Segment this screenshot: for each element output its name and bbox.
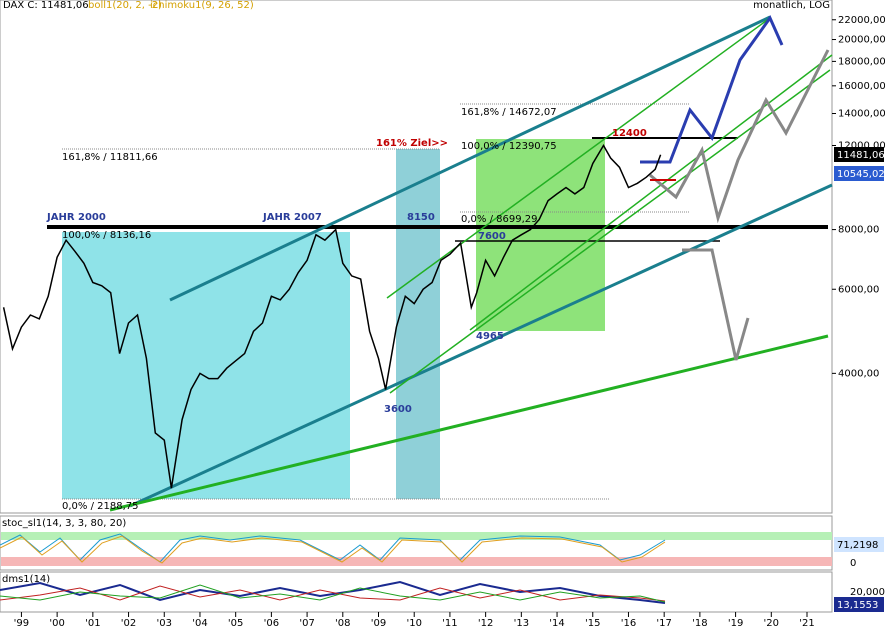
annotation: 161% Ziel>> (376, 138, 448, 149)
annotation: 161,8% / 11811,66 (62, 152, 158, 163)
x-tick-label: '13 (514, 618, 529, 629)
header-indicator: ichimoku1(9, 26, 52) (150, 0, 254, 11)
y-tick-label: 20000,00 (838, 35, 885, 46)
x-tick-label: '17 (656, 618, 671, 629)
x-tick-label: '16 (621, 618, 636, 629)
x-tick-label: '10 (406, 618, 421, 629)
projection (640, 14, 784, 164)
y-tick-label: 16000,00 (838, 81, 885, 92)
dms-line (0, 584, 666, 603)
x-tick-label: '20 (764, 618, 779, 629)
x-tick-label: '14 (549, 618, 564, 629)
y-tick-label: 6000,00 (838, 284, 879, 295)
zone (396, 149, 440, 499)
header-mode: monatlich, LOG (753, 0, 830, 11)
trend-line (389, 69, 831, 394)
x-tick-label: '12 (478, 618, 493, 629)
annotation: JAHR 2007 (262, 212, 322, 223)
y-tick-label: 4000,00 (838, 368, 879, 379)
x-tick-label: '09 (371, 618, 386, 629)
annotation: JAHR 2000 (46, 212, 106, 223)
y-tick-label: 18000,00 (838, 56, 885, 67)
price-tag (834, 166, 884, 181)
stoch-line (0, 535, 666, 564)
x-tick-label: '04 (192, 618, 207, 629)
trend-line (469, 54, 833, 331)
x-tick-label: '03 (157, 618, 172, 629)
trend-line (169, 15, 771, 302)
stoch-line (0, 533, 666, 563)
x-tick-label: '01 (85, 618, 100, 629)
x-tick-label: '11 (442, 618, 457, 629)
projection (682, 248, 750, 361)
x-tick-label: '02 (121, 618, 136, 629)
x-tick-label: '06 (264, 618, 279, 629)
annotation: 12400 (612, 128, 647, 139)
header-indicator: boll1(20, 2, -2) (88, 0, 162, 11)
x-tick-label: '21 (799, 618, 814, 629)
price-line (2, 144, 662, 489)
annotation: 4965 (476, 331, 504, 342)
stoch-value: 71,2198 (837, 540, 878, 551)
y-tick-label: 22000,00 (838, 15, 885, 26)
trend-line (109, 334, 829, 512)
annotation: 3600 (384, 404, 412, 415)
annotation: 0,0% / 8699,29 (461, 214, 537, 225)
annotation: 100,0% / 8136,16 (62, 230, 151, 241)
annotation: 8150 (407, 212, 435, 223)
dms-line (0, 580, 666, 604)
panel-label: stoc_sl1(14, 3, 3, 80, 20) (2, 518, 126, 529)
trend-line (129, 183, 833, 508)
y-tick-label: 14000,00 (838, 109, 885, 120)
zone (62, 232, 350, 499)
price-tag (834, 597, 884, 612)
x-tick-label: '08 (335, 618, 350, 629)
x-tick-label: '07 (299, 618, 314, 629)
overbought-zone (1, 532, 832, 540)
dms-scale: 20,000 (850, 587, 885, 598)
x-tick-label: '99 (14, 618, 29, 629)
y-tick-label: 8000,00 (838, 225, 879, 236)
dms-panel (0, 571, 833, 613)
annotation: 0,0% / 2188,75 (62, 501, 138, 512)
projection (649, 49, 830, 224)
annotation: 161,8% / 14672,07 (461, 107, 557, 118)
x-tick-label: '18 (692, 618, 707, 629)
band-price: 10545,02 (837, 169, 885, 180)
dms-value: 13,1553 (837, 600, 878, 611)
annotation: 100,0% / 12390,75 (461, 141, 557, 152)
price-tag (834, 537, 884, 552)
header-symbol: DAX C: 11481,06 (3, 0, 89, 11)
last-price: 11481,06 (837, 150, 885, 161)
annotation: 7600 (478, 231, 506, 242)
x-tick-label: '00 (49, 618, 64, 629)
y-tick-label: 12000,00 (838, 140, 885, 151)
x-tick-label: '19 (728, 618, 743, 629)
stoch-zero: 0 (850, 558, 856, 569)
trend-line (386, 17, 771, 299)
x-tick-label: '15 (585, 618, 600, 629)
oversold-zone (1, 557, 832, 566)
price-tag (834, 147, 884, 162)
panel-label: dms1(14) (2, 574, 50, 585)
x-tick-label: '05 (228, 618, 243, 629)
